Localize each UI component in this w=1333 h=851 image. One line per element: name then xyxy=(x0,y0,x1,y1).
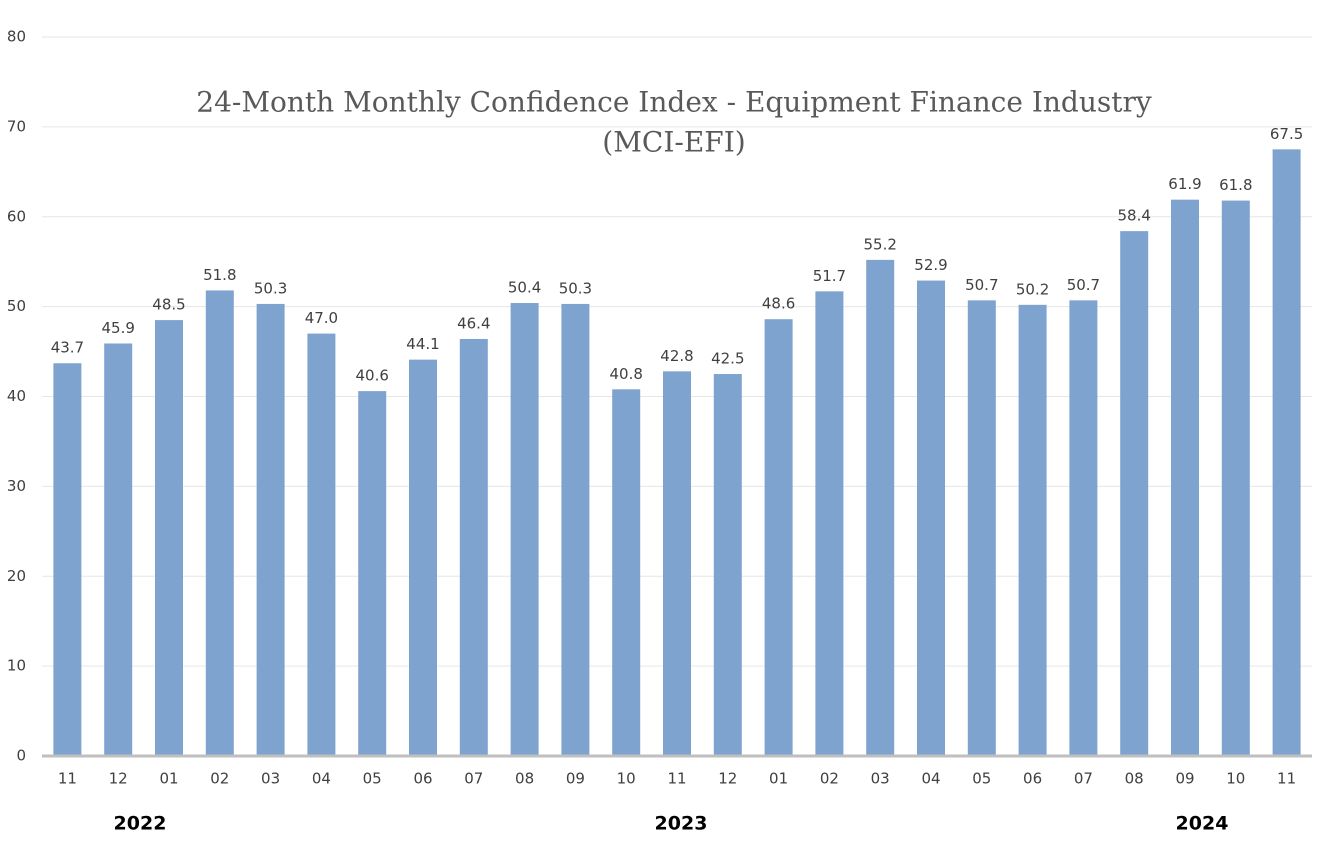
value-label: 51.7 xyxy=(813,267,846,285)
value-label: 61.8 xyxy=(1219,176,1252,194)
value-label: 47.0 xyxy=(305,309,338,327)
x-tick-label: 12 xyxy=(109,770,128,788)
value-label: 50.7 xyxy=(1067,276,1100,294)
x-tick-label: 11 xyxy=(667,770,686,788)
x-tick-label: 06 xyxy=(413,770,432,788)
bar xyxy=(866,259,895,756)
value-label: 58.4 xyxy=(1117,207,1150,225)
bar xyxy=(713,374,742,756)
bar xyxy=(561,303,590,756)
value-label: 40.6 xyxy=(355,367,388,385)
x-tick-label: 05 xyxy=(972,770,991,788)
bar xyxy=(256,303,285,756)
x-tick-label: 12 xyxy=(718,770,737,788)
year-label: 2023 xyxy=(655,813,708,835)
y-tick-label: 30 xyxy=(7,477,26,495)
x-tick-label: 11 xyxy=(1277,770,1296,788)
value-label: 50.7 xyxy=(965,276,998,294)
bar xyxy=(612,389,641,756)
x-tick-label: 03 xyxy=(871,770,890,788)
bar xyxy=(917,280,945,756)
value-label: 40.8 xyxy=(609,365,642,383)
x-tick-label: 04 xyxy=(312,770,331,788)
value-label: 61.9 xyxy=(1168,175,1201,193)
year-label: 2022 xyxy=(114,813,167,835)
value-label: 50.4 xyxy=(508,279,541,297)
value-label: 51.8 xyxy=(203,266,236,284)
bar xyxy=(1069,300,1098,756)
bar xyxy=(459,338,488,756)
bar xyxy=(409,359,437,756)
y-tick-label: 10 xyxy=(7,657,26,675)
y-tick-label: 60 xyxy=(7,207,26,225)
chart-subtitle: (MCI-EFI) xyxy=(602,126,745,159)
bar xyxy=(155,320,183,756)
bar xyxy=(663,371,691,756)
bar xyxy=(307,333,336,756)
bar xyxy=(1171,199,1199,756)
bar xyxy=(53,363,82,756)
bar xyxy=(967,300,996,756)
bar xyxy=(358,391,387,756)
bar xyxy=(1272,149,1301,756)
bar xyxy=(104,343,133,756)
x-tick-label: 02 xyxy=(210,770,229,788)
x-tick-label: 09 xyxy=(566,770,585,788)
value-label: 67.5 xyxy=(1270,125,1303,143)
value-label: 55.2 xyxy=(863,235,896,253)
x-tick-label: 05 xyxy=(363,770,382,788)
value-label: 42.8 xyxy=(660,347,693,365)
bar xyxy=(510,303,539,756)
bar xyxy=(815,291,844,756)
value-label: 52.9 xyxy=(914,256,947,274)
value-label: 50.2 xyxy=(1016,280,1049,298)
y-tick-label: 70 xyxy=(7,117,26,135)
x-tick-label: 03 xyxy=(261,770,280,788)
x-tick-label: 02 xyxy=(820,770,839,788)
bar xyxy=(764,319,793,756)
value-label: 50.3 xyxy=(559,279,592,297)
x-tick-label: 10 xyxy=(1226,770,1245,788)
y-tick-label: 0 xyxy=(16,747,26,765)
value-label: 46.4 xyxy=(457,314,490,332)
x-tick-label: 01 xyxy=(769,770,788,788)
value-label: 50.3 xyxy=(254,279,287,297)
y-tick-label: 40 xyxy=(7,387,26,405)
chart-title: 24-Month Monthly Confidence Index - Equi… xyxy=(196,86,1152,119)
x-tick-label: 10 xyxy=(617,770,636,788)
bar xyxy=(205,290,234,756)
x-tick-label: 08 xyxy=(1125,770,1144,788)
y-tick-label: 80 xyxy=(7,28,26,46)
value-label: 44.1 xyxy=(406,335,439,353)
bar xyxy=(1018,304,1047,756)
y-tick-label: 50 xyxy=(7,297,26,315)
value-label: 48.5 xyxy=(152,296,185,314)
year-label: 2024 xyxy=(1176,813,1229,835)
x-tick-label: 07 xyxy=(464,770,483,788)
value-label: 43.7 xyxy=(51,339,84,357)
x-tick-label: 04 xyxy=(921,770,940,788)
x-tick-label: 08 xyxy=(515,770,534,788)
x-tick-label: 07 xyxy=(1074,770,1093,788)
value-label: 45.9 xyxy=(101,319,134,337)
x-tick-label: 01 xyxy=(159,770,178,788)
value-label: 48.6 xyxy=(762,295,795,313)
value-label: 42.5 xyxy=(711,350,744,368)
bar xyxy=(1120,231,1149,756)
x-tick-label: 09 xyxy=(1175,770,1194,788)
x-tick-label: 11 xyxy=(58,770,77,788)
y-tick-label: 20 xyxy=(7,567,26,585)
x-tick-label: 06 xyxy=(1023,770,1042,788)
bar xyxy=(1221,200,1250,756)
